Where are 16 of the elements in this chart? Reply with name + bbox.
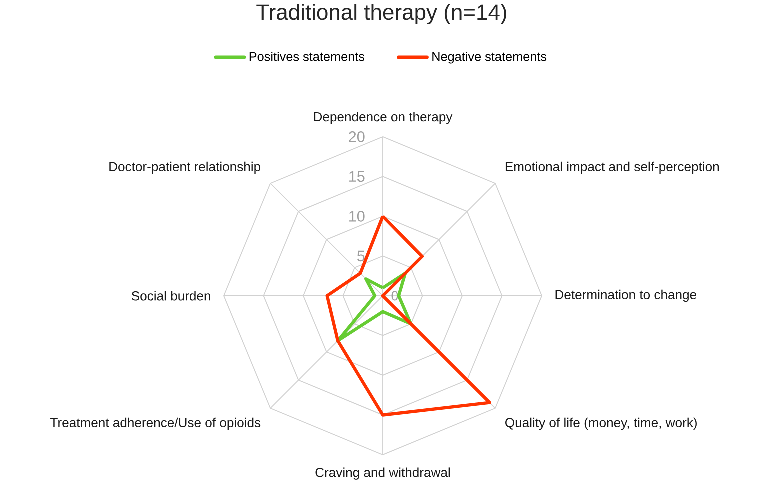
y-tick-label: 10 (350, 211, 365, 222)
spoke-label: Quality of life (money, time, work) (506, 418, 697, 430)
y-tick-label: 20 (349, 132, 365, 142)
y-tick-label: 15 (350, 171, 365, 182)
y-tick-label: 0 (392, 291, 398, 301)
chart-title: Traditional therapy (n=14) (256, 4, 506, 25)
legend-label: Positives statements (250, 52, 365, 62)
spoke-label: Doctor-patient relationship (110, 162, 261, 174)
y-tick-label: 5 (357, 250, 365, 262)
legend-label: Negative statements (432, 52, 547, 64)
spoke-label: Dependence on therapy (314, 112, 453, 124)
spoke-label: Treatment adherence/Use of opioids (50, 418, 261, 430)
spoke-label: Craving and withdrawal (316, 468, 450, 480)
spoke-label: Emotional impact and self-perception (506, 162, 719, 174)
spoke-label: Social burden (132, 291, 210, 301)
spoke-label: Determination to change (556, 290, 696, 302)
